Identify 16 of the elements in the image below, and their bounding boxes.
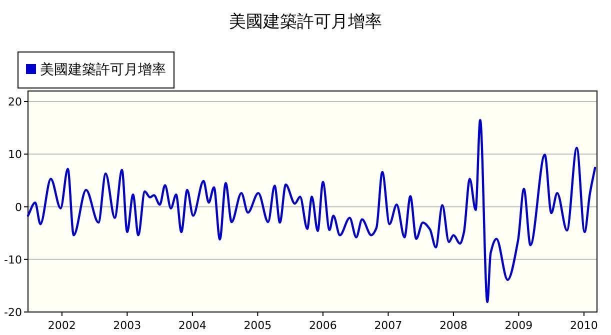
x-tick-label: 2007	[374, 319, 402, 332]
y-tick-label: 0	[15, 200, 22, 214]
x-tick-label: 2010	[570, 319, 598, 332]
chart-title: 美國建築許可月增率	[229, 12, 382, 32]
legend-label: 美國建築許可月增率	[40, 62, 166, 78]
y-tick-label: 20	[8, 96, 22, 109]
x-tick-label: 2005	[244, 319, 272, 332]
y-tick-label: -10	[4, 253, 22, 266]
x-tick-label: 2002	[48, 319, 76, 332]
y-tick-label: -20	[4, 306, 22, 319]
x-tick-label: 2004	[178, 319, 206, 332]
x-tick-label: 2008	[439, 319, 468, 332]
x-tick-label: 2006	[308, 319, 337, 332]
y-tick-label: 10	[8, 148, 22, 162]
x-tick-label: 2009	[504, 319, 533, 332]
x-tick-label: 2003	[113, 319, 142, 332]
